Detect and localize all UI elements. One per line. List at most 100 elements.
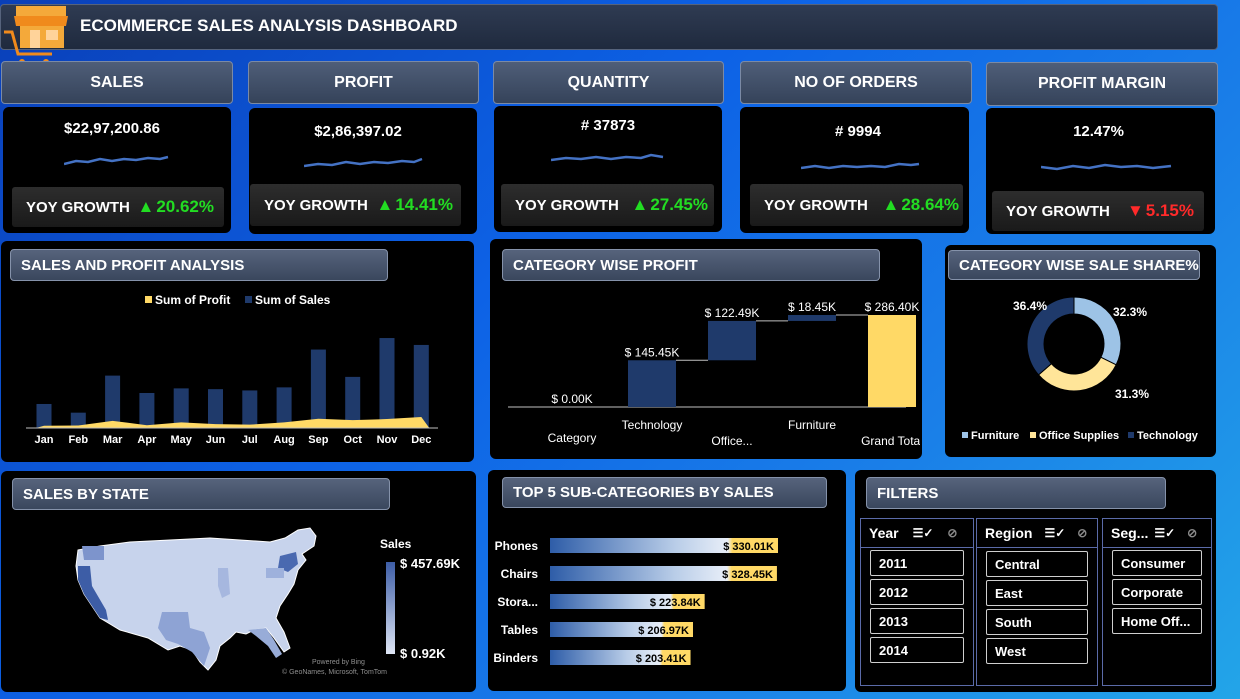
kpi-value-quantity: # 37873 — [580, 117, 636, 134]
x-tick-label: Mar — [103, 434, 123, 446]
filter-item-east[interactable]: East — [986, 580, 1088, 606]
clear-filter-icon[interactable]: ⊘ — [1187, 526, 1198, 540]
state-washington — [82, 546, 104, 560]
map-credit: Powered by Bing — [312, 659, 365, 666]
category-label: Tables — [501, 623, 538, 637]
legend-swatch-profit — [145, 296, 152, 303]
x-tick-label: Aug — [273, 434, 294, 446]
shop-cart-icon — [2, 2, 74, 68]
x-tick-label: Apr — [137, 434, 157, 446]
panel-category-share — [945, 245, 1216, 457]
waterfall-bar-2 — [708, 320, 756, 361]
triangle-up-icon: ▲ — [137, 197, 155, 216]
state-texas — [158, 612, 210, 666]
section-title-sales-profit: SALES AND PROFIT ANALYSIS — [10, 249, 388, 281]
clear-filter-icon[interactable]: ⊘ — [947, 526, 958, 540]
filter-item-home-office[interactable]: Home Off... — [1112, 608, 1202, 634]
kpi-value-orders: # 9994 — [835, 123, 881, 140]
yoy-value-sales: 20.62% — [156, 197, 214, 216]
yoy-sales: YOY GROWTH ▲ 20.62% — [12, 187, 224, 227]
x-tick-label: Nov — [377, 434, 399, 446]
filter-item-consumer[interactable]: Consumer — [1112, 550, 1202, 576]
bar-sales-mar — [105, 375, 121, 428]
sparkline-margin — [1041, 163, 1172, 171]
x-tick-label: Jul — [242, 434, 258, 446]
bar-sales-dec — [413, 344, 429, 428]
kpi-value-profit: $2,86,397.02 — [314, 123, 402, 140]
title-bar — [0, 4, 1218, 50]
yoy-profit: YOY GROWTH ▲ 14.41% — [250, 184, 461, 226]
sparkline-quantity — [551, 153, 664, 162]
x-tick-label: Sep — [308, 434, 328, 446]
yoy-value-orders: 28.64% — [901, 195, 959, 214]
category-label: Grand Total — [861, 434, 920, 448]
top5-chart: Phones $ 330.01K Chairs $ 328.45K Stora... $ … — [493, 538, 778, 665]
hbar-3 — [550, 622, 693, 637]
kpi-header-sales: SALES — [1, 61, 233, 104]
map-legend-title: Sales — [380, 537, 412, 551]
sparkline-orders — [801, 162, 920, 170]
state-california — [78, 566, 108, 620]
map-legend-scale — [386, 562, 395, 654]
legend-item: Furniture — [971, 430, 1019, 442]
multi-select-icon[interactable]: ☰✓ — [912, 526, 934, 540]
map-legend-max: $ 457.69K — [400, 556, 460, 571]
filter-item-south[interactable]: South — [986, 609, 1088, 635]
multi-select-icon[interactable]: ☰✓ — [1154, 526, 1176, 540]
filter-item-corporate[interactable]: Corporate — [1112, 579, 1202, 605]
sparkline-profit — [304, 157, 423, 168]
multi-select-icon[interactable]: ☰✓ — [1044, 526, 1066, 540]
x-tick-label: Jun — [206, 434, 226, 446]
map-credit-2: © GeoNames, Microsoft, TomTom — [282, 669, 387, 676]
legend-swatch-sales — [245, 296, 252, 303]
hbar-0 — [550, 538, 778, 553]
filter-region-title: Region — [985, 525, 1033, 541]
x-tick-label: Feb — [69, 434, 89, 446]
bar-sales-aug — [276, 387, 292, 428]
state-new-york — [278, 552, 298, 572]
clear-filter-icon[interactable]: ⊘ — [1077, 526, 1088, 540]
section-title-category-share: CATEGORY WISE SALE SHARE% — [948, 250, 1200, 280]
section-title-category-profit: CATEGORY WISE PROFIT — [502, 249, 880, 281]
yoy-label: YOY GROWTH — [515, 196, 619, 214]
filter-year: Year ☰✓ ⊘ — [860, 518, 974, 686]
slice-label: 31.3% — [1115, 387, 1149, 401]
data-label: $ 328.45K — [722, 569, 773, 581]
data-label: $ 0.00K — [551, 392, 592, 406]
category-label: Technology — [622, 418, 683, 432]
yoy-label: YOY GROWTH — [1006, 202, 1110, 220]
filter-item-2011[interactable]: 2011 — [870, 550, 964, 576]
yoy-orders: YOY GROWTH ▲ 28.64% — [750, 184, 963, 226]
section-title-filters: FILTERS — [866, 477, 1166, 509]
filter-item-central[interactable]: Central — [986, 551, 1088, 577]
kpi-header-profit: PROFIT — [248, 61, 479, 104]
yoy-value-margin: 5.15% — [1145, 201, 1194, 220]
yoy-quantity: YOY GROWTH ▲ 27.45% — [501, 184, 714, 226]
filter-item-west[interactable]: West — [986, 638, 1088, 664]
state-illinois — [218, 568, 230, 598]
filter-item-2013[interactable]: 2013 — [870, 608, 964, 634]
profit-area — [36, 417, 430, 428]
waterfall-bar-1 — [628, 360, 676, 407]
filter-item-2014[interactable]: 2014 — [870, 637, 964, 663]
bar-sales-sep — [310, 349, 326, 428]
kpi-header-orders: NO OF ORDERS — [740, 61, 972, 104]
category-label: Binders — [493, 651, 538, 665]
data-label: $ 330.01K — [723, 541, 774, 553]
bar-sales-oct — [345, 376, 361, 428]
bar-sales-jul — [242, 390, 258, 428]
bar-sales-feb — [70, 412, 86, 428]
sparkline-sales — [64, 155, 169, 166]
filter-segment-title: Seg... — [1111, 525, 1149, 541]
filter-region: Region ☰✓ ⊘ — [976, 518, 1098, 686]
legend-swatch — [1128, 432, 1134, 438]
bar-sales-nov — [379, 338, 395, 428]
data-label: $ 223.84K — [650, 597, 701, 609]
x-tick-label: May — [170, 434, 192, 446]
yoy-value-quantity: 27.45% — [650, 195, 708, 214]
yoy-label: YOY GROWTH — [26, 198, 130, 216]
kpi-value-margin: 12.47% — [1073, 123, 1124, 140]
x-tick-label: Dec — [411, 434, 431, 446]
filter-item-2012[interactable]: 2012 — [870, 579, 964, 605]
category-share-chart: 32.3% 31.3% 36.4% Furniture Office Supplies T… — [962, 296, 1199, 442]
